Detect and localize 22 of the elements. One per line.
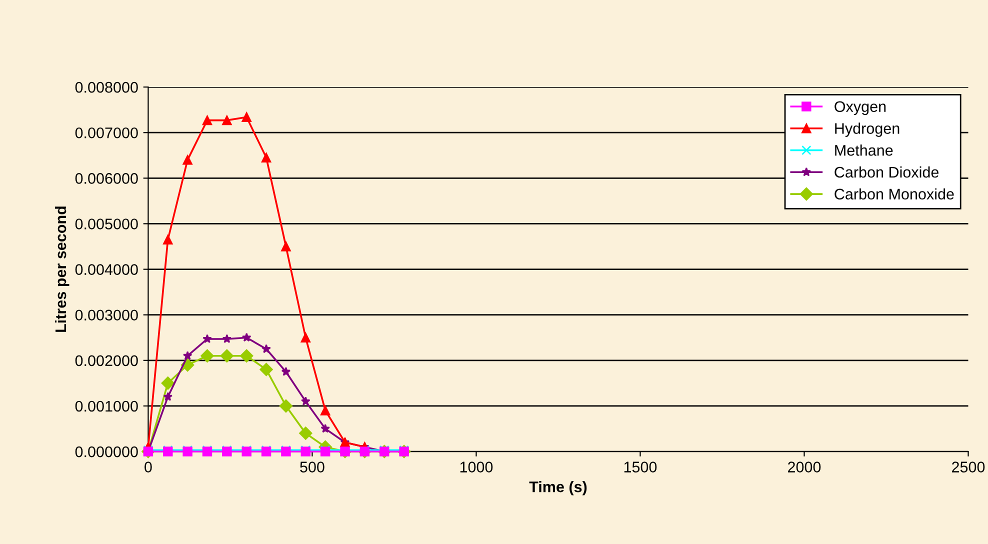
legend-label: Carbon Monoxide xyxy=(834,188,954,200)
y-tick-label: 0.003000 xyxy=(75,310,138,321)
x-axis-title: Time (s) xyxy=(529,481,587,496)
y-tick-label: 0.005000 xyxy=(75,218,138,230)
legend-label: Carbon Dioxide xyxy=(834,166,939,178)
x-tick-label: 1000 xyxy=(460,462,493,472)
y-tick-label: 0.004000 xyxy=(75,264,138,275)
legend-label: Oxygen xyxy=(834,101,886,116)
x-tick-label: 2500 xyxy=(952,462,985,472)
y-tick-label: 0.000000 xyxy=(75,446,138,458)
y-tick-label: 0.007000 xyxy=(75,127,138,138)
x-tick-label: 500 xyxy=(300,462,324,472)
y-tick-label: 0.006000 xyxy=(75,173,138,184)
x-tick-label: 0 xyxy=(144,462,152,472)
y-tick-label: 0.002000 xyxy=(75,355,138,366)
y-axis-title: Litres per second xyxy=(54,206,70,332)
y-tick-label: 0.001000 xyxy=(75,400,138,412)
x-tick-label: 2000 xyxy=(788,462,821,472)
legend-label: Methane xyxy=(835,144,893,156)
legend-label: Hydrogen xyxy=(835,122,900,137)
y-tick-label: 0.008000 xyxy=(75,82,138,93)
x-tick-label: 1500 xyxy=(624,462,657,472)
